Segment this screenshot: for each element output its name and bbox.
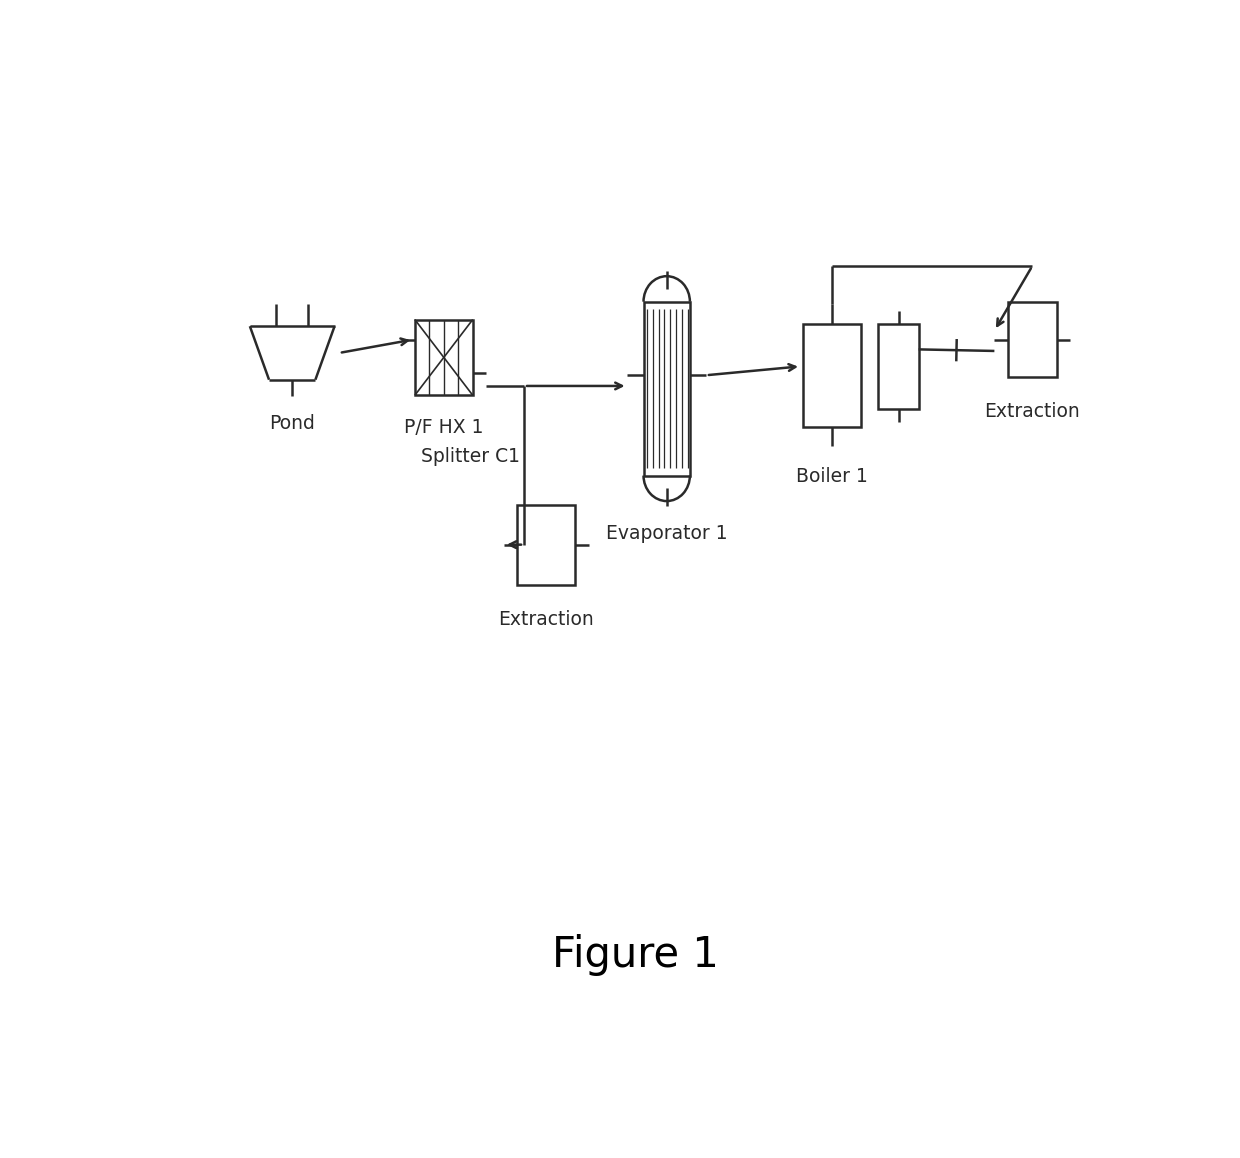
Bar xyxy=(415,320,472,395)
Text: Extraction: Extraction xyxy=(985,403,1080,422)
Text: P/F HX 1: P/F HX 1 xyxy=(404,418,484,437)
Text: Extraction: Extraction xyxy=(498,610,594,629)
Bar xyxy=(802,324,861,426)
Bar xyxy=(644,302,689,476)
Text: Pond: Pond xyxy=(269,413,315,433)
Text: Evaporator 1: Evaporator 1 xyxy=(606,523,728,543)
Bar xyxy=(517,505,575,585)
Bar xyxy=(1008,302,1056,378)
Text: Figure 1: Figure 1 xyxy=(552,933,719,976)
Text: Splitter C1: Splitter C1 xyxy=(422,447,520,466)
Bar xyxy=(878,324,919,409)
Text: Boiler 1: Boiler 1 xyxy=(796,467,868,485)
